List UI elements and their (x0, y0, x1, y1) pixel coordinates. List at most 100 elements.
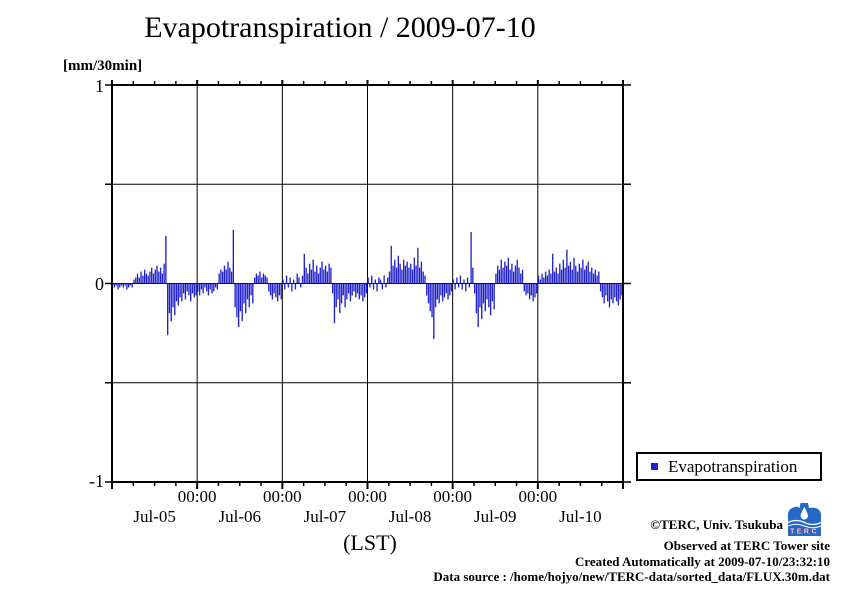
bar (607, 283, 609, 302)
bar (552, 253, 554, 284)
bar (406, 261, 408, 284)
bar (589, 271, 591, 284)
bar (167, 283, 169, 336)
bar (427, 283, 430, 304)
bar (308, 263, 311, 284)
bar (232, 229, 234, 284)
x-axis-label: (LST) (343, 530, 397, 555)
bar (328, 263, 330, 284)
bar (237, 283, 240, 328)
bar (184, 283, 187, 300)
bar (266, 277, 268, 284)
bar (129, 283, 132, 286)
bar (324, 265, 327, 284)
bar (397, 255, 400, 284)
bar (305, 267, 307, 284)
bar (408, 267, 410, 284)
bar (206, 283, 208, 292)
bar (211, 283, 213, 294)
bar (436, 283, 439, 300)
bar (568, 265, 570, 284)
bar (608, 283, 611, 308)
bar (509, 269, 511, 284)
bar (113, 283, 116, 288)
bar (135, 277, 137, 284)
bar (449, 283, 451, 296)
bar (461, 283, 463, 290)
bar (149, 271, 151, 284)
bar (610, 283, 612, 300)
bar (277, 283, 279, 302)
bar (605, 283, 607, 296)
bar (394, 259, 396, 284)
bar (521, 269, 524, 284)
x-day-label: Jul-05 (133, 507, 176, 526)
bar (371, 275, 373, 284)
bar (583, 269, 586, 284)
bar (179, 283, 181, 298)
bar (493, 283, 495, 310)
bar (333, 283, 336, 324)
bar (576, 271, 579, 284)
bar (553, 271, 556, 284)
bar (300, 283, 302, 288)
bar (454, 283, 456, 290)
bar (326, 271, 329, 284)
bar (222, 271, 224, 284)
bar (285, 275, 288, 284)
x-day-label: Jul-10 (559, 507, 602, 526)
plot-frame (111, 84, 624, 483)
bar (516, 259, 518, 284)
bar (468, 283, 470, 288)
bar (562, 259, 565, 284)
bar (424, 275, 426, 284)
bar (434, 283, 437, 308)
bar (440, 283, 442, 296)
bar (303, 253, 305, 284)
bar (147, 275, 149, 284)
bar (523, 283, 525, 292)
bar (457, 283, 460, 288)
bar (511, 263, 513, 284)
bar (195, 283, 197, 296)
x-day-label: Jul-08 (388, 507, 432, 526)
bar (365, 283, 368, 294)
bar (170, 283, 172, 322)
bar (252, 283, 254, 304)
bar (489, 283, 492, 316)
x-tick-label: 00:00 (262, 487, 302, 506)
bar (392, 265, 394, 284)
bar (548, 269, 550, 284)
terc-logo-wave1 (787, 519, 822, 526)
bar (482, 283, 485, 304)
bar (143, 269, 146, 284)
bar (443, 283, 446, 298)
bar (177, 283, 179, 306)
bar (543, 277, 545, 284)
bar (214, 283, 217, 288)
bar (459, 275, 462, 284)
bar (181, 283, 183, 302)
bar (275, 283, 277, 298)
bar (307, 273, 309, 284)
bar (417, 247, 419, 284)
x-day-label: Jul-07 (303, 507, 347, 526)
bar (131, 283, 133, 288)
bar (504, 261, 506, 284)
bar (387, 277, 389, 284)
bar (119, 283, 121, 288)
bar (619, 283, 621, 300)
bar (218, 273, 220, 284)
bar (445, 283, 447, 294)
bar (314, 271, 316, 284)
bar (186, 283, 188, 292)
bar (344, 283, 346, 308)
bar (154, 269, 156, 284)
bar (507, 257, 510, 284)
bar (534, 283, 536, 298)
y-tick-label-minus1: -1 (89, 471, 104, 491)
bar (246, 283, 249, 300)
bar (182, 283, 185, 294)
bar (452, 279, 455, 284)
